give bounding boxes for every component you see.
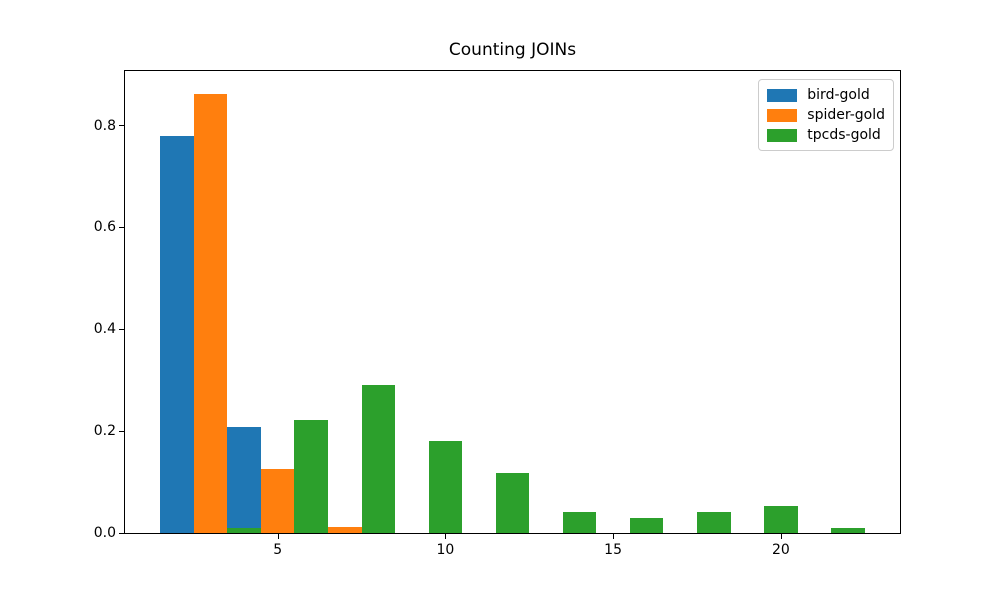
x-axis-tick-label: 10: [436, 542, 455, 558]
legend-entry-bird-gold: bird-gold: [767, 85, 885, 105]
y-axis-tick-mark: [119, 328, 124, 330]
bar-spider-gold-x7: [328, 527, 362, 533]
x-axis-tick-label: 5: [273, 542, 283, 558]
bar-bird-gold-x2: [160, 135, 194, 533]
y-axis-tick-label: 0.4: [93, 321, 116, 338]
legend-label: bird-gold: [807, 87, 870, 103]
bars-layer: [125, 71, 900, 533]
bar-tpcds-gold-x22: [831, 528, 865, 533]
x-axis-tick-label: 15: [604, 542, 623, 558]
plot-area: bird-gold spider-gold tpcds-gold: [124, 70, 901, 534]
bar-tpcds-gold-x14: [562, 511, 597, 533]
legend-label: spider-gold: [807, 107, 885, 123]
bar-tpcds-gold-x18: [697, 511, 731, 533]
y-axis-tick-label: 0.8: [93, 117, 116, 134]
bar-spider-gold-x5: [260, 469, 295, 533]
bar-tpcds-gold-x6: [294, 419, 328, 533]
bar-tpcds-gold-x20: [764, 506, 798, 533]
x-axis-tick-mark: [780, 534, 782, 539]
legend-label: tpcds-gold: [807, 127, 881, 143]
y-axis-tick-mark: [119, 226, 124, 228]
y-axis-tick-mark: [119, 532, 124, 534]
legend-swatch-icon: [767, 128, 798, 142]
bar-tpcds-gold-x4: [227, 527, 261, 533]
legend-swatch-icon: [767, 108, 798, 122]
bar-spider-gold-x3: [193, 93, 228, 533]
x-axis-tick-mark: [445, 534, 447, 539]
bar-tpcds-gold-x12: [495, 472, 530, 533]
chart-title: Counting JOINs: [448, 40, 577, 60]
bar-tpcds-gold-x10: [428, 440, 463, 533]
legend-entry-spider-gold: spider-gold: [767, 105, 885, 125]
x-axis-tick-mark: [613, 534, 615, 539]
bar-bird-gold-x4: [227, 426, 261, 533]
legend-entry-tpcds-gold: tpcds-gold: [767, 125, 885, 145]
bar-tpcds-gold-x16: [629, 517, 664, 533]
x-axis-tick-label: 20: [771, 542, 790, 558]
y-axis-tick-label: 0.6: [93, 219, 116, 236]
y-axis-tick-label: 0.0: [93, 525, 116, 541]
y-axis-tick-mark: [119, 430, 124, 432]
y-axis-tick-label: 0.2: [93, 423, 116, 440]
bar-tpcds-gold-x8: [361, 384, 395, 533]
legend: bird-gold spider-gold tpcds-gold: [758, 79, 894, 151]
y-axis-tick-mark: [119, 125, 124, 126]
legend-swatch-icon: [767, 88, 798, 102]
x-axis-tick-mark: [277, 534, 279, 539]
